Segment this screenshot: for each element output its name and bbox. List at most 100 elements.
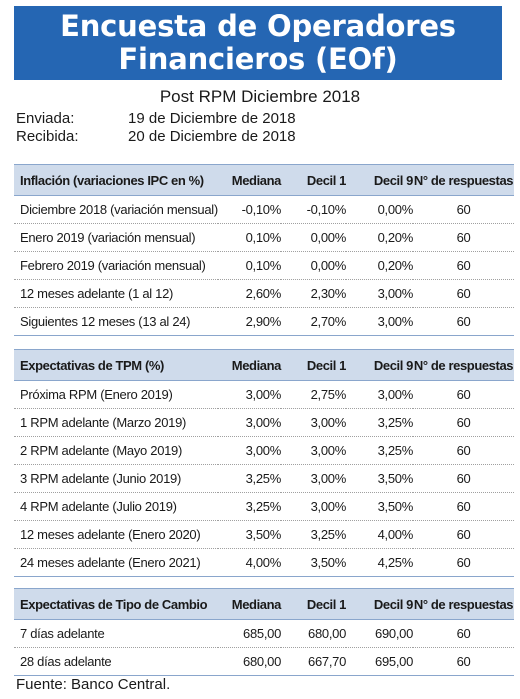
title-banner: Encuesta de Operadores Financieros (EOf) <box>14 6 502 80</box>
subtitle: Post RPM Diciembre 2018 <box>159 87 361 106</box>
cell-decile-9: 4,00% <box>346 520 413 549</box>
cell-decile-9: 3,50% <box>346 492 413 521</box>
column-header-responses: N° de respuestas <box>413 349 514 381</box>
tpm-table: Expectativas de TPM (%) Mediana Decil 1 Dec… <box>14 349 514 577</box>
cell-label: 28 días adelante <box>14 647 218 676</box>
title-line-2: Financieros (EOf) <box>118 42 398 76</box>
cell-label: 7 días adelante <box>14 619 218 648</box>
cell-responses: 60 <box>413 647 514 676</box>
cell-label: Siguientes 12 meses (13 al 24) <box>14 307 218 336</box>
source-note: Fuente: Banco Central. <box>16 676 171 693</box>
column-header-responses: N° de respuestas <box>413 588 514 620</box>
table-row: Enero 2019 (variación mensual) 0,10% 0,00%… <box>14 223 514 252</box>
cell-responses: 60 <box>413 223 514 252</box>
cell-decile-9: 3,00% <box>346 279 413 308</box>
cell-median: 680,00 <box>218 647 281 676</box>
table-row: Siguientes 12 meses (13 al 24) 2,90% 2,70%… <box>14 307 514 336</box>
column-header-responses: N° de respuestas <box>413 164 514 196</box>
table-row: 28 días adelante 680,00 667,70 695,00 60 <box>14 647 514 676</box>
column-header-decile-9: Decil 9 <box>346 164 413 196</box>
cell-median: 685,00 <box>218 619 281 648</box>
cell-label: Enero 2019 (variación mensual) <box>14 223 218 252</box>
sent-value: 19 de Diciembre de 2018 <box>128 110 296 127</box>
cell-decile-9: 0,20% <box>346 223 413 252</box>
cell-decile-1: 3,00% <box>281 492 346 521</box>
cell-decile-1: 2,75% <box>281 380 346 409</box>
cell-label: 2 RPM adelante (Mayo 2019) <box>14 436 218 465</box>
cell-decile-9: 3,25% <box>346 436 413 465</box>
column-header-median: Mediana <box>218 588 281 620</box>
cell-decile-9: 695,00 <box>346 647 413 676</box>
cell-responses: 60 <box>413 251 514 280</box>
cell-label: Febrero 2019 (variación mensual) <box>14 251 218 280</box>
cell-responses: 60 <box>413 464 514 493</box>
cell-decile-1: 0,00% <box>281 223 346 252</box>
cell-label: Diciembre 2018 (variación mensual) <box>14 195 218 224</box>
column-header-median: Mediana <box>218 349 281 381</box>
received-label: Recibida: <box>16 128 79 145</box>
cell-label: 12 meses adelante (Enero 2020) <box>14 520 218 549</box>
column-header-decile-9: Decil 9 <box>346 349 413 381</box>
cell-decile-1: 3,00% <box>281 436 346 465</box>
table-header-row: Inflación (variaciones IPC en %) Mediana D… <box>14 164 514 196</box>
table-row: Diciembre 2018 (variación mensual) -0,10%… <box>14 195 514 224</box>
cell-decile-9: 3,00% <box>346 380 413 409</box>
cell-decile-1: 3,25% <box>281 520 346 549</box>
column-header-decile-1: Decil 1 <box>281 588 346 620</box>
cell-decile-9: 0,20% <box>346 251 413 280</box>
table-header-row: Expectativas de TPM (%) Mediana Decil 1 Dec… <box>14 349 514 381</box>
column-header-label: Inflación (variaciones IPC en %) <box>14 164 218 196</box>
table-row: 12 meses adelante (1 al 12) 2,60% 2,30% 3,0… <box>14 279 514 308</box>
table-row: 3 RPM adelante (Junio 2019) 3,25% 3,00% 3,5… <box>14 464 514 493</box>
cell-label: 12 meses adelante (1 al 12) <box>14 279 218 308</box>
column-header-median: Mediana <box>218 164 281 196</box>
column-header-decile-1: Decil 1 <box>281 164 346 196</box>
cell-decile-9: 4,25% <box>346 548 413 577</box>
column-header-label: Expectativas de Tipo de Cambio <box>14 588 218 620</box>
cell-responses: 60 <box>413 408 514 437</box>
cell-decile-9: 3,00% <box>346 307 413 336</box>
cell-responses: 60 <box>413 436 514 465</box>
table-row: 24 meses adelante (Enero 2021) 4,00% 3,50%… <box>14 548 514 577</box>
cell-median: 0,10% <box>218 251 281 280</box>
inflation-table: Inflación (variaciones IPC en %) Mediana D… <box>14 164 514 336</box>
cell-label: 1 RPM adelante (Marzo 2019) <box>14 408 218 437</box>
cell-decile-1: 2,70% <box>281 307 346 336</box>
table-header-row: Expectativas de Tipo de Cambio Mediana Dec… <box>14 588 514 620</box>
exchange-rate-table: Expectativas de Tipo de Cambio Mediana Dec… <box>14 588 514 676</box>
cell-decile-1: 680,00 <box>281 619 346 648</box>
cell-median: -0,10% <box>218 195 281 224</box>
cell-responses: 60 <box>413 279 514 308</box>
cell-decile-9: 3,50% <box>346 464 413 493</box>
received-value: 20 de Diciembre de 2018 <box>128 128 296 145</box>
sent-label: Enviada: <box>16 110 75 127</box>
cell-median: 3,00% <box>218 408 281 437</box>
title-line-1: Encuesta de Operadores <box>60 9 456 43</box>
cell-median: 3,00% <box>218 380 281 409</box>
table-row: 7 días adelante 685,00 680,00 690,00 60 <box>14 619 514 648</box>
cell-label: Próxima RPM (Enero 2019) <box>14 380 218 409</box>
cell-decile-9: 3,25% <box>346 408 413 437</box>
cell-responses: 60 <box>413 195 514 224</box>
cell-decile-1: -0,10% <box>281 195 346 224</box>
cell-median: 2,90% <box>218 307 281 336</box>
cell-median: 4,00% <box>218 548 281 577</box>
cell-responses: 60 <box>413 307 514 336</box>
column-header-decile-1: Decil 1 <box>281 349 346 381</box>
cell-median: 3,25% <box>218 492 281 521</box>
cell-label: 24 meses adelante (Enero 2021) <box>14 548 218 577</box>
cell-decile-1: 3,50% <box>281 548 346 577</box>
cell-responses: 60 <box>413 619 514 648</box>
cell-decile-1: 2,30% <box>281 279 346 308</box>
cell-decile-1: 3,00% <box>281 408 346 437</box>
cell-decile-1: 0,00% <box>281 251 346 280</box>
cell-responses: 60 <box>413 492 514 521</box>
cell-median: 0,10% <box>218 223 281 252</box>
cell-decile-1: 3,00% <box>281 464 346 493</box>
sent-date-row: Enviada: 19 de Diciembre de 2018 <box>16 110 496 128</box>
cell-decile-9: 0,00% <box>346 195 413 224</box>
table-row: 4 RPM adelante (Julio 2019) 3,25% 3,00% 3,5… <box>14 492 514 521</box>
column-header-decile-9: Decil 9 <box>346 588 413 620</box>
cell-median: 3,00% <box>218 436 281 465</box>
cell-median: 2,60% <box>218 279 281 308</box>
